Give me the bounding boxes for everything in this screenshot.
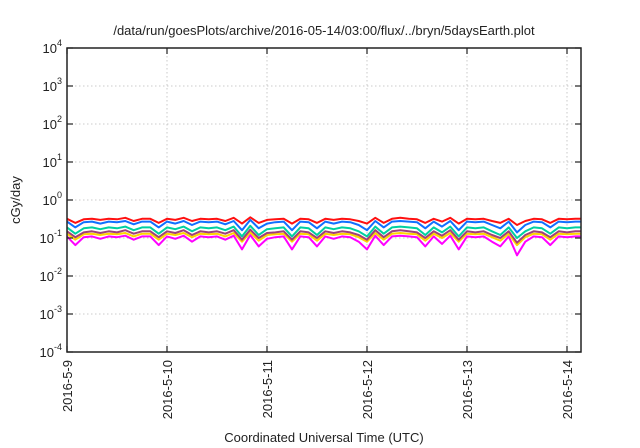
y-tick-exponent: -2 xyxy=(54,266,62,276)
y-tick-base: 10 xyxy=(40,345,54,360)
y-tick-exponent: -4 xyxy=(54,342,62,352)
y-tick-exponent: -1 xyxy=(54,228,62,238)
y-tick-label: 103 xyxy=(43,76,62,94)
series-line-purple xyxy=(66,228,581,244)
y-tick-label: 10-3 xyxy=(40,304,62,322)
y-tick-label: 10-4 xyxy=(40,342,62,360)
x-tick-label: 2016-5-10 xyxy=(160,360,175,419)
x-tick-label: 2016-5-11 xyxy=(260,360,275,418)
y-tick-base: 10 xyxy=(40,269,54,284)
series-group xyxy=(66,216,581,257)
x-tick-labels: 2016-5-9 2016-5-10 2016-5-11 2016-5-12 2016-… xyxy=(60,360,575,419)
x-axis-label: Coordinated Universal Time (UTC) xyxy=(224,430,423,445)
y-tick-base: 10 xyxy=(40,231,54,246)
y-tick-base: 10 xyxy=(43,117,57,132)
series-line-teal xyxy=(66,224,581,239)
grid xyxy=(67,48,581,352)
y-tick-base: 10 xyxy=(43,79,57,94)
chart-title: /data/run/goesPlots/archive/2016-05-14/0… xyxy=(113,23,535,38)
ticks xyxy=(66,47,581,353)
y-tick-label: 101 xyxy=(43,152,62,170)
y-tick-exponent: 2 xyxy=(57,114,62,124)
x-tick-label: 2016-5-9 xyxy=(60,360,75,412)
y-tick-base: 10 xyxy=(40,307,54,322)
y-tick-label: 10-2 xyxy=(40,266,62,284)
y-tick-label: 104 xyxy=(43,38,62,56)
y-tick-exponent: -3 xyxy=(54,304,62,314)
y-tick-base: 10 xyxy=(43,41,57,56)
y-tick-label: 10-1 xyxy=(40,228,62,246)
series-line-magenta xyxy=(66,234,581,257)
series-line-red xyxy=(66,216,581,226)
x-tick-label: 2016-5-12 xyxy=(360,360,375,419)
y-tick-label: 102 xyxy=(43,114,62,132)
y-axis-label: cGy/day xyxy=(8,176,23,224)
y-tick-base: 10 xyxy=(43,155,57,170)
y-tick-exponent: 0 xyxy=(57,190,62,200)
y-tick-label: 100 xyxy=(43,190,62,208)
series-line-yellow xyxy=(66,231,581,247)
y-tick-exponent: 3 xyxy=(57,76,62,86)
y-tick-base: 10 xyxy=(43,193,57,208)
x-tick-label: 2016-5-13 xyxy=(460,360,475,419)
y-tick-exponent: 1 xyxy=(57,152,62,162)
y-tick-exponent: 4 xyxy=(57,38,62,48)
series-line-blue xyxy=(66,218,581,234)
x-tick-label: 2016-5-14 xyxy=(560,360,575,419)
